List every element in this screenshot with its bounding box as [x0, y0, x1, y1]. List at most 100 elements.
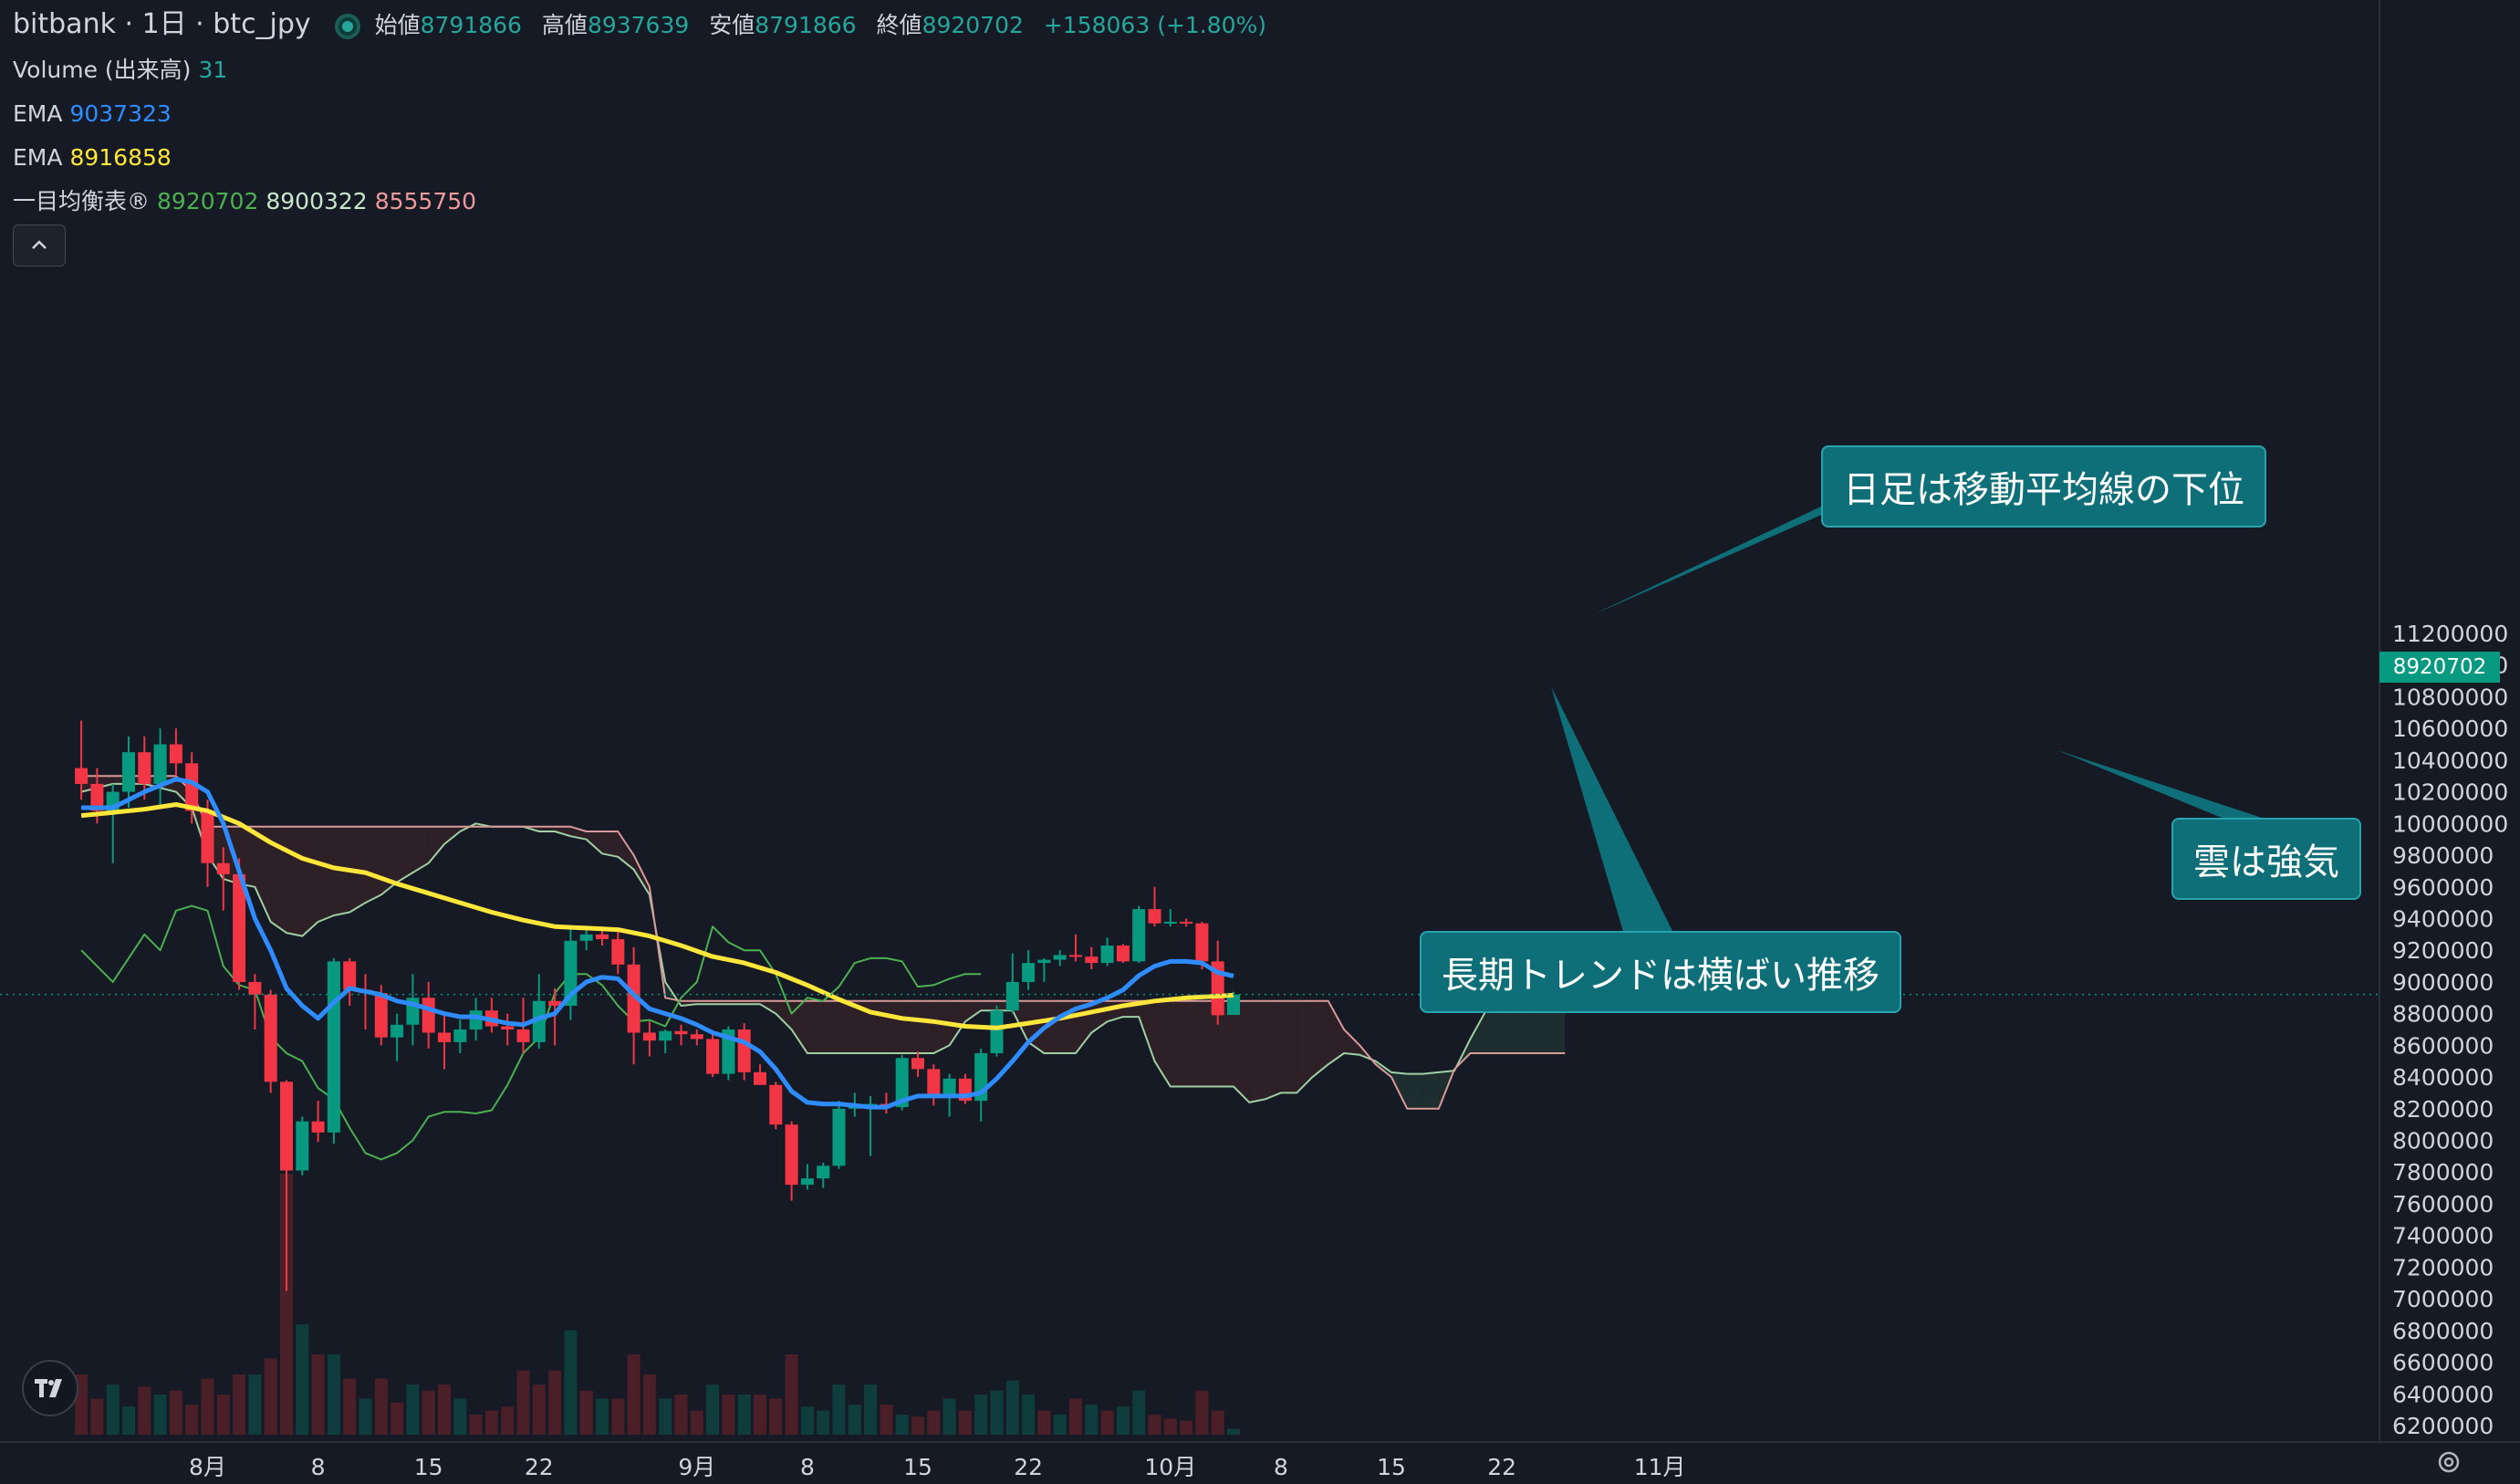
volume-bar — [690, 1410, 703, 1435]
candle-body — [1163, 921, 1177, 924]
open-label: 始値 — [374, 12, 421, 38]
candle-body — [1227, 994, 1240, 1016]
ema-slow-value: 8916858 — [69, 144, 172, 171]
cloud-segment — [981, 1000, 997, 1011]
volume-bar — [627, 1354, 640, 1435]
time-tick-label: 11月 — [1634, 1454, 1686, 1480]
time-tick-label: 8月 — [189, 1454, 226, 1480]
volume-bar — [832, 1385, 846, 1435]
price-tick-label: 10000000 — [2392, 810, 2508, 837]
ichimoku-label: 一目均衡表® — [13, 188, 151, 214]
volume-bar — [1069, 1398, 1082, 1435]
volume-bar — [579, 1390, 593, 1435]
candle-body — [990, 1010, 1004, 1054]
volume-bar — [264, 1358, 277, 1435]
candle-body — [201, 810, 214, 863]
cloud-segment — [318, 826, 334, 922]
cloud-segment — [1170, 1000, 1187, 1087]
candle-body — [390, 1024, 404, 1038]
volume-bar — [1180, 1420, 1193, 1435]
cloud-segment — [286, 826, 303, 936]
volume-bar — [216, 1395, 230, 1435]
tradingview-logo[interactable] — [22, 1360, 78, 1416]
candle-body — [800, 1178, 814, 1186]
cloud-segment — [1280, 1000, 1297, 1093]
cloud-segment — [255, 826, 271, 922]
candle-body — [138, 752, 151, 784]
cloud-segment — [901, 1000, 918, 1054]
callout-below-ma: 日足は移動平均線の下位 — [1821, 445, 2266, 528]
volume-bar — [90, 1398, 104, 1435]
price-tick-label: 9400000 — [2392, 905, 2494, 932]
time-tick-label: 22 — [1014, 1454, 1043, 1480]
cloud-segment — [918, 1000, 934, 1054]
price-tick-label: 8000000 — [2392, 1128, 2494, 1155]
volume-bar — [1100, 1410, 1114, 1435]
volume-bar — [769, 1398, 783, 1435]
volume-bar — [422, 1390, 435, 1435]
price-tick-label: 7000000 — [2392, 1286, 2494, 1312]
volume-bar — [1022, 1395, 1036, 1435]
volume-bar — [848, 1405, 861, 1435]
candle-body — [1037, 959, 1051, 964]
candle-body — [627, 964, 640, 1033]
volume-bar — [880, 1405, 893, 1435]
volume-bars — [75, 1174, 1240, 1435]
volume-bar — [1132, 1390, 1146, 1435]
candle-body — [579, 934, 593, 941]
market-status-icon — [334, 14, 360, 39]
candle-body — [153, 744, 167, 784]
volume-bar — [343, 1378, 357, 1435]
callout-pointer-cloud — [2057, 750, 2267, 820]
cloud-segment — [807, 1000, 824, 1054]
volume-bar — [406, 1385, 420, 1435]
cloud-segment — [791, 1000, 807, 1054]
candle-body — [1085, 956, 1099, 964]
symbol-header: bitbank · 1日 · btc_jpy 始値8791866 高値89376… — [13, 11, 1279, 39]
candle-body — [233, 873, 246, 982]
volume-bar — [311, 1354, 325, 1435]
volume-bar — [864, 1385, 878, 1435]
volume-bar — [138, 1386, 151, 1435]
candle-body — [659, 1030, 672, 1041]
symbol-title[interactable]: bitbank · 1日 · btc_jpy — [13, 8, 311, 40]
volume-bar — [374, 1378, 388, 1435]
volume-legend[interactable]: Volume (出来高) 31 — [13, 57, 234, 84]
price-tick-label: 6200000 — [2392, 1413, 2494, 1439]
volume-bar — [248, 1374, 262, 1435]
candle-body — [327, 961, 340, 1133]
cloud-segment — [1422, 1071, 1439, 1109]
cloud-segment — [823, 1000, 839, 1054]
candle-body — [90, 783, 104, 811]
candle-body — [1005, 981, 1019, 1011]
volume-bar — [990, 1390, 1004, 1435]
collapse-legend-button[interactable] — [13, 225, 66, 266]
callout-long-trend: 長期トレンドは横ばい推移 — [1420, 931, 1901, 1013]
price-tick-label: 9800000 — [2392, 842, 2494, 869]
tradingview-icon — [35, 1379, 62, 1397]
ichimoku-legend[interactable]: 一目均衡表® 8920702 8900322 8555750 — [13, 188, 484, 215]
price-tick-label: 7800000 — [2392, 1159, 2494, 1186]
candles — [75, 720, 1240, 1291]
candle-body — [185, 763, 199, 811]
candle-body — [1069, 955, 1082, 957]
candle-body — [895, 1058, 909, 1108]
settings-icon[interactable] — [2436, 1449, 2462, 1475]
volume-bar — [642, 1374, 656, 1435]
cloud-segment — [1139, 1000, 1155, 1061]
candle-body — [1022, 963, 1036, 982]
ema-fast-legend[interactable]: EMA 9037323 — [13, 100, 179, 128]
volume-bar — [1211, 1410, 1224, 1435]
price-tick-label: 8200000 — [2392, 1096, 2494, 1123]
last-price-tag: 8920702 — [2379, 652, 2500, 683]
time-tick-label: 15 — [903, 1454, 932, 1480]
price-tick-label: 10400000 — [2392, 747, 2508, 774]
volume-bar — [359, 1398, 372, 1435]
candle-body — [422, 998, 435, 1033]
cloud-segment — [270, 826, 286, 934]
ema-slow-legend[interactable]: EMA 8916858 — [13, 144, 179, 172]
candle-body — [769, 1084, 783, 1125]
close-value: 8920702 — [922, 12, 1024, 38]
